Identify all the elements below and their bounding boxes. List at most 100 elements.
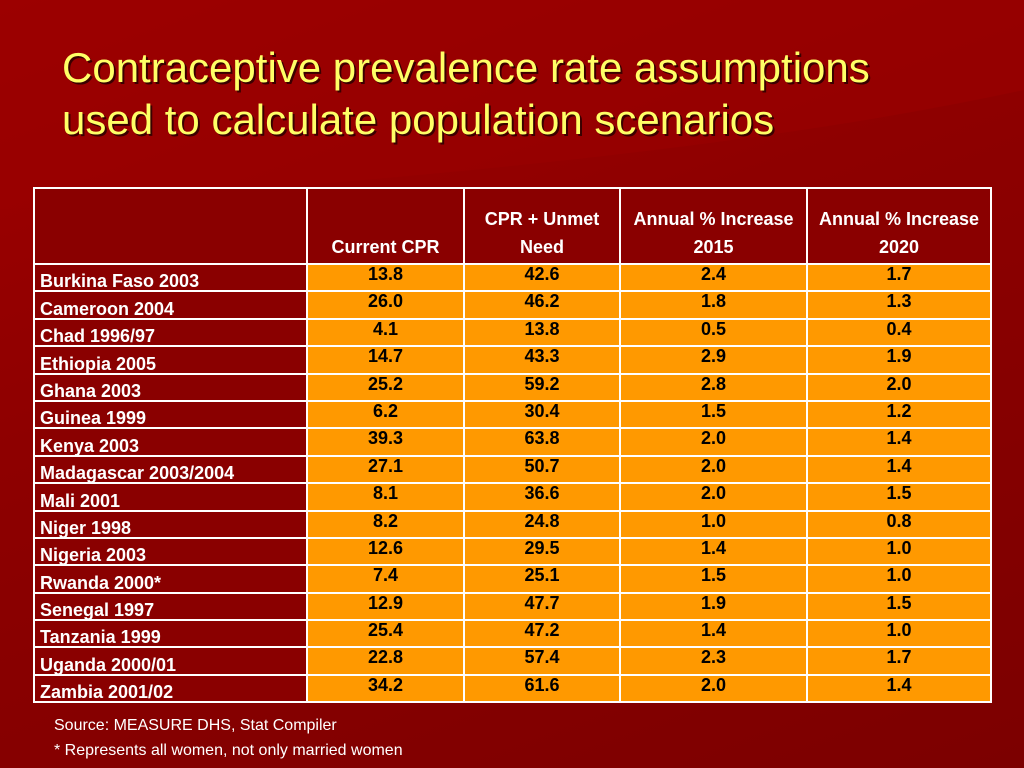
cell-current-cpr: 8.2 <box>306 509 465 539</box>
cell-current-cpr: 4.1 <box>306 317 465 348</box>
table-row: Rwanda 2000* 7.4 25.1 1.5 1.0 <box>33 564 992 594</box>
cell-annual-increase-2020: 1.7 <box>806 646 992 676</box>
footer-notes: Source: MEASURE DHS, Stat Compiler * Rep… <box>54 713 403 763</box>
cell-cpr-unmet-need: 47.7 <box>463 591 621 622</box>
cell-cpr-unmet-need: 61.6 <box>463 673 621 704</box>
cell-annual-increase-2015: 2.4 <box>619 262 808 293</box>
footnote: * Represents all women, not only married… <box>54 742 403 759</box>
cell-country: Zambia 2001/02 <box>33 673 308 704</box>
cell-cpr-unmet-need: 57.4 <box>463 646 621 676</box>
cell-country: Ghana 2003 <box>33 372 308 402</box>
table-header-row: Current CPR CPR + Unmet Need Annual % In… <box>33 187 992 265</box>
cell-annual-increase-2015: 1.4 <box>619 536 808 567</box>
cell-annual-increase-2020: 1.4 <box>806 454 992 485</box>
slide-title: Contraceptive prevalence rate assumption… <box>62 42 992 146</box>
table-row: Madagascar 2003/2004 27.1 50.7 2.0 1.4 <box>33 454 992 485</box>
cell-annual-increase-2020: 1.5 <box>806 482 992 512</box>
cell-annual-increase-2015: 2.0 <box>619 673 808 704</box>
cell-annual-increase-2015: 1.5 <box>619 564 808 594</box>
cell-annual-increase-2015: 2.8 <box>619 372 808 402</box>
cell-annual-increase-2015: 1.9 <box>619 591 808 622</box>
background-swoosh <box>0 0 1024 210</box>
cell-country: Kenya 2003 <box>33 427 308 457</box>
table-row: Ethiopia 2005 14.7 43.3 2.9 1.9 <box>33 345 992 375</box>
cell-annual-increase-2015: 1.4 <box>619 619 808 649</box>
cell-country: Tanzania 1999 <box>33 619 308 649</box>
table-row: Chad 1996/97 4.1 13.8 0.5 0.4 <box>33 317 992 348</box>
cell-cpr-unmet-need: 29.5 <box>463 536 621 567</box>
cell-annual-increase-2015: 2.0 <box>619 454 808 485</box>
cell-country: Chad 1996/97 <box>33 317 308 348</box>
cell-annual-increase-2015: 1.8 <box>619 290 808 320</box>
cell-current-cpr: 6.2 <box>306 399 465 430</box>
cell-current-cpr: 22.8 <box>306 646 465 676</box>
cell-cpr-unmet-need: 30.4 <box>463 399 621 430</box>
title-line-1: Contraceptive prevalence rate assumption… <box>62 44 870 91</box>
cell-annual-increase-2020: 1.2 <box>806 399 992 430</box>
cell-annual-increase-2020: 0.8 <box>806 509 992 539</box>
cell-annual-increase-2020: 1.0 <box>806 564 992 594</box>
cell-current-cpr: 27.1 <box>306 454 465 485</box>
cell-current-cpr: 39.3 <box>306 427 465 457</box>
cell-current-cpr: 13.8 <box>306 262 465 293</box>
table-row: Zambia 2001/02 34.2 61.6 2.0 1.4 <box>33 673 992 704</box>
cell-annual-increase-2020: 1.4 <box>806 673 992 704</box>
cell-cpr-unmet-need: 50.7 <box>463 454 621 485</box>
table-body: Burkina Faso 2003 13.8 42.6 2.4 1.7 Cameroon … <box>33 262 992 704</box>
cpr-table: Current CPR CPR + Unmet Need Annual % In… <box>33 187 992 704</box>
cell-current-cpr: 14.7 <box>306 345 465 375</box>
cell-country: Ethiopia 2005 <box>33 345 308 375</box>
cell-current-cpr: 7.4 <box>306 564 465 594</box>
header-current-cpr: Current CPR <box>306 187 465 265</box>
cell-country: Niger 1998 <box>33 509 308 539</box>
cell-cpr-unmet-need: 42.6 <box>463 262 621 293</box>
table-row: Senegal 1997 12.9 47.7 1.9 1.5 <box>33 591 992 622</box>
cell-cpr-unmet-need: 43.3 <box>463 345 621 375</box>
header-country <box>33 187 308 265</box>
cell-current-cpr: 12.9 <box>306 591 465 622</box>
table-row: Tanzania 1999 25.4 47.2 1.4 1.0 <box>33 619 992 649</box>
table-row: Uganda 2000/01 22.8 57.4 2.3 1.7 <box>33 646 992 676</box>
table-row: Cameroon 2004 26.0 46.2 1.8 1.3 <box>33 290 992 320</box>
source-note: Source: MEASURE DHS, Stat Compiler <box>54 717 337 734</box>
cell-current-cpr: 12.6 <box>306 536 465 567</box>
cell-annual-increase-2020: 0.4 <box>806 317 992 348</box>
cell-annual-increase-2015: 2.0 <box>619 427 808 457</box>
table-row: Niger 1998 8.2 24.8 1.0 0.8 <box>33 509 992 539</box>
cell-cpr-unmet-need: 63.8 <box>463 427 621 457</box>
cell-annual-increase-2015: 2.9 <box>619 345 808 375</box>
cell-country: Madagascar 2003/2004 <box>33 454 308 485</box>
cell-annual-increase-2020: 1.9 <box>806 345 992 375</box>
cell-country: Senegal 1997 <box>33 591 308 622</box>
cell-cpr-unmet-need: 59.2 <box>463 372 621 402</box>
cell-annual-increase-2020: 1.5 <box>806 591 992 622</box>
cell-cpr-unmet-need: 24.8 <box>463 509 621 539</box>
cell-current-cpr: 25.4 <box>306 619 465 649</box>
header-annual-increase-2020: Annual % Increase 2020 <box>806 187 992 265</box>
cell-country: Nigeria 2003 <box>33 536 308 567</box>
cell-cpr-unmet-need: 46.2 <box>463 290 621 320</box>
cell-cpr-unmet-need: 47.2 <box>463 619 621 649</box>
header-annual-increase-2015: Annual % Increase 2015 <box>619 187 808 265</box>
cell-cpr-unmet-need: 36.6 <box>463 482 621 512</box>
cell-country: Cameroon 2004 <box>33 290 308 320</box>
cell-annual-increase-2020: 1.0 <box>806 536 992 567</box>
cell-cpr-unmet-need: 25.1 <box>463 564 621 594</box>
cell-country: Guinea 1999 <box>33 399 308 430</box>
table-row: Kenya 2003 39.3 63.8 2.0 1.4 <box>33 427 992 457</box>
table-row: Burkina Faso 2003 13.8 42.6 2.4 1.7 <box>33 262 992 293</box>
cell-annual-increase-2015: 2.3 <box>619 646 808 676</box>
cell-annual-increase-2020: 1.4 <box>806 427 992 457</box>
cell-current-cpr: 26.0 <box>306 290 465 320</box>
table-row: Nigeria 2003 12.6 29.5 1.4 1.0 <box>33 536 992 567</box>
cell-country: Rwanda 2000* <box>33 564 308 594</box>
title-line-2: used to calculate population scenarios <box>62 96 775 143</box>
cell-current-cpr: 8.1 <box>306 482 465 512</box>
cell-country: Burkina Faso 2003 <box>33 262 308 293</box>
table-row: Mali 2001 8.1 36.6 2.0 1.5 <box>33 482 992 512</box>
cell-country: Mali 2001 <box>33 482 308 512</box>
header-cpr-unmet-need: CPR + Unmet Need <box>463 187 621 265</box>
cell-annual-increase-2015: 1.0 <box>619 509 808 539</box>
cell-country: Uganda 2000/01 <box>33 646 308 676</box>
